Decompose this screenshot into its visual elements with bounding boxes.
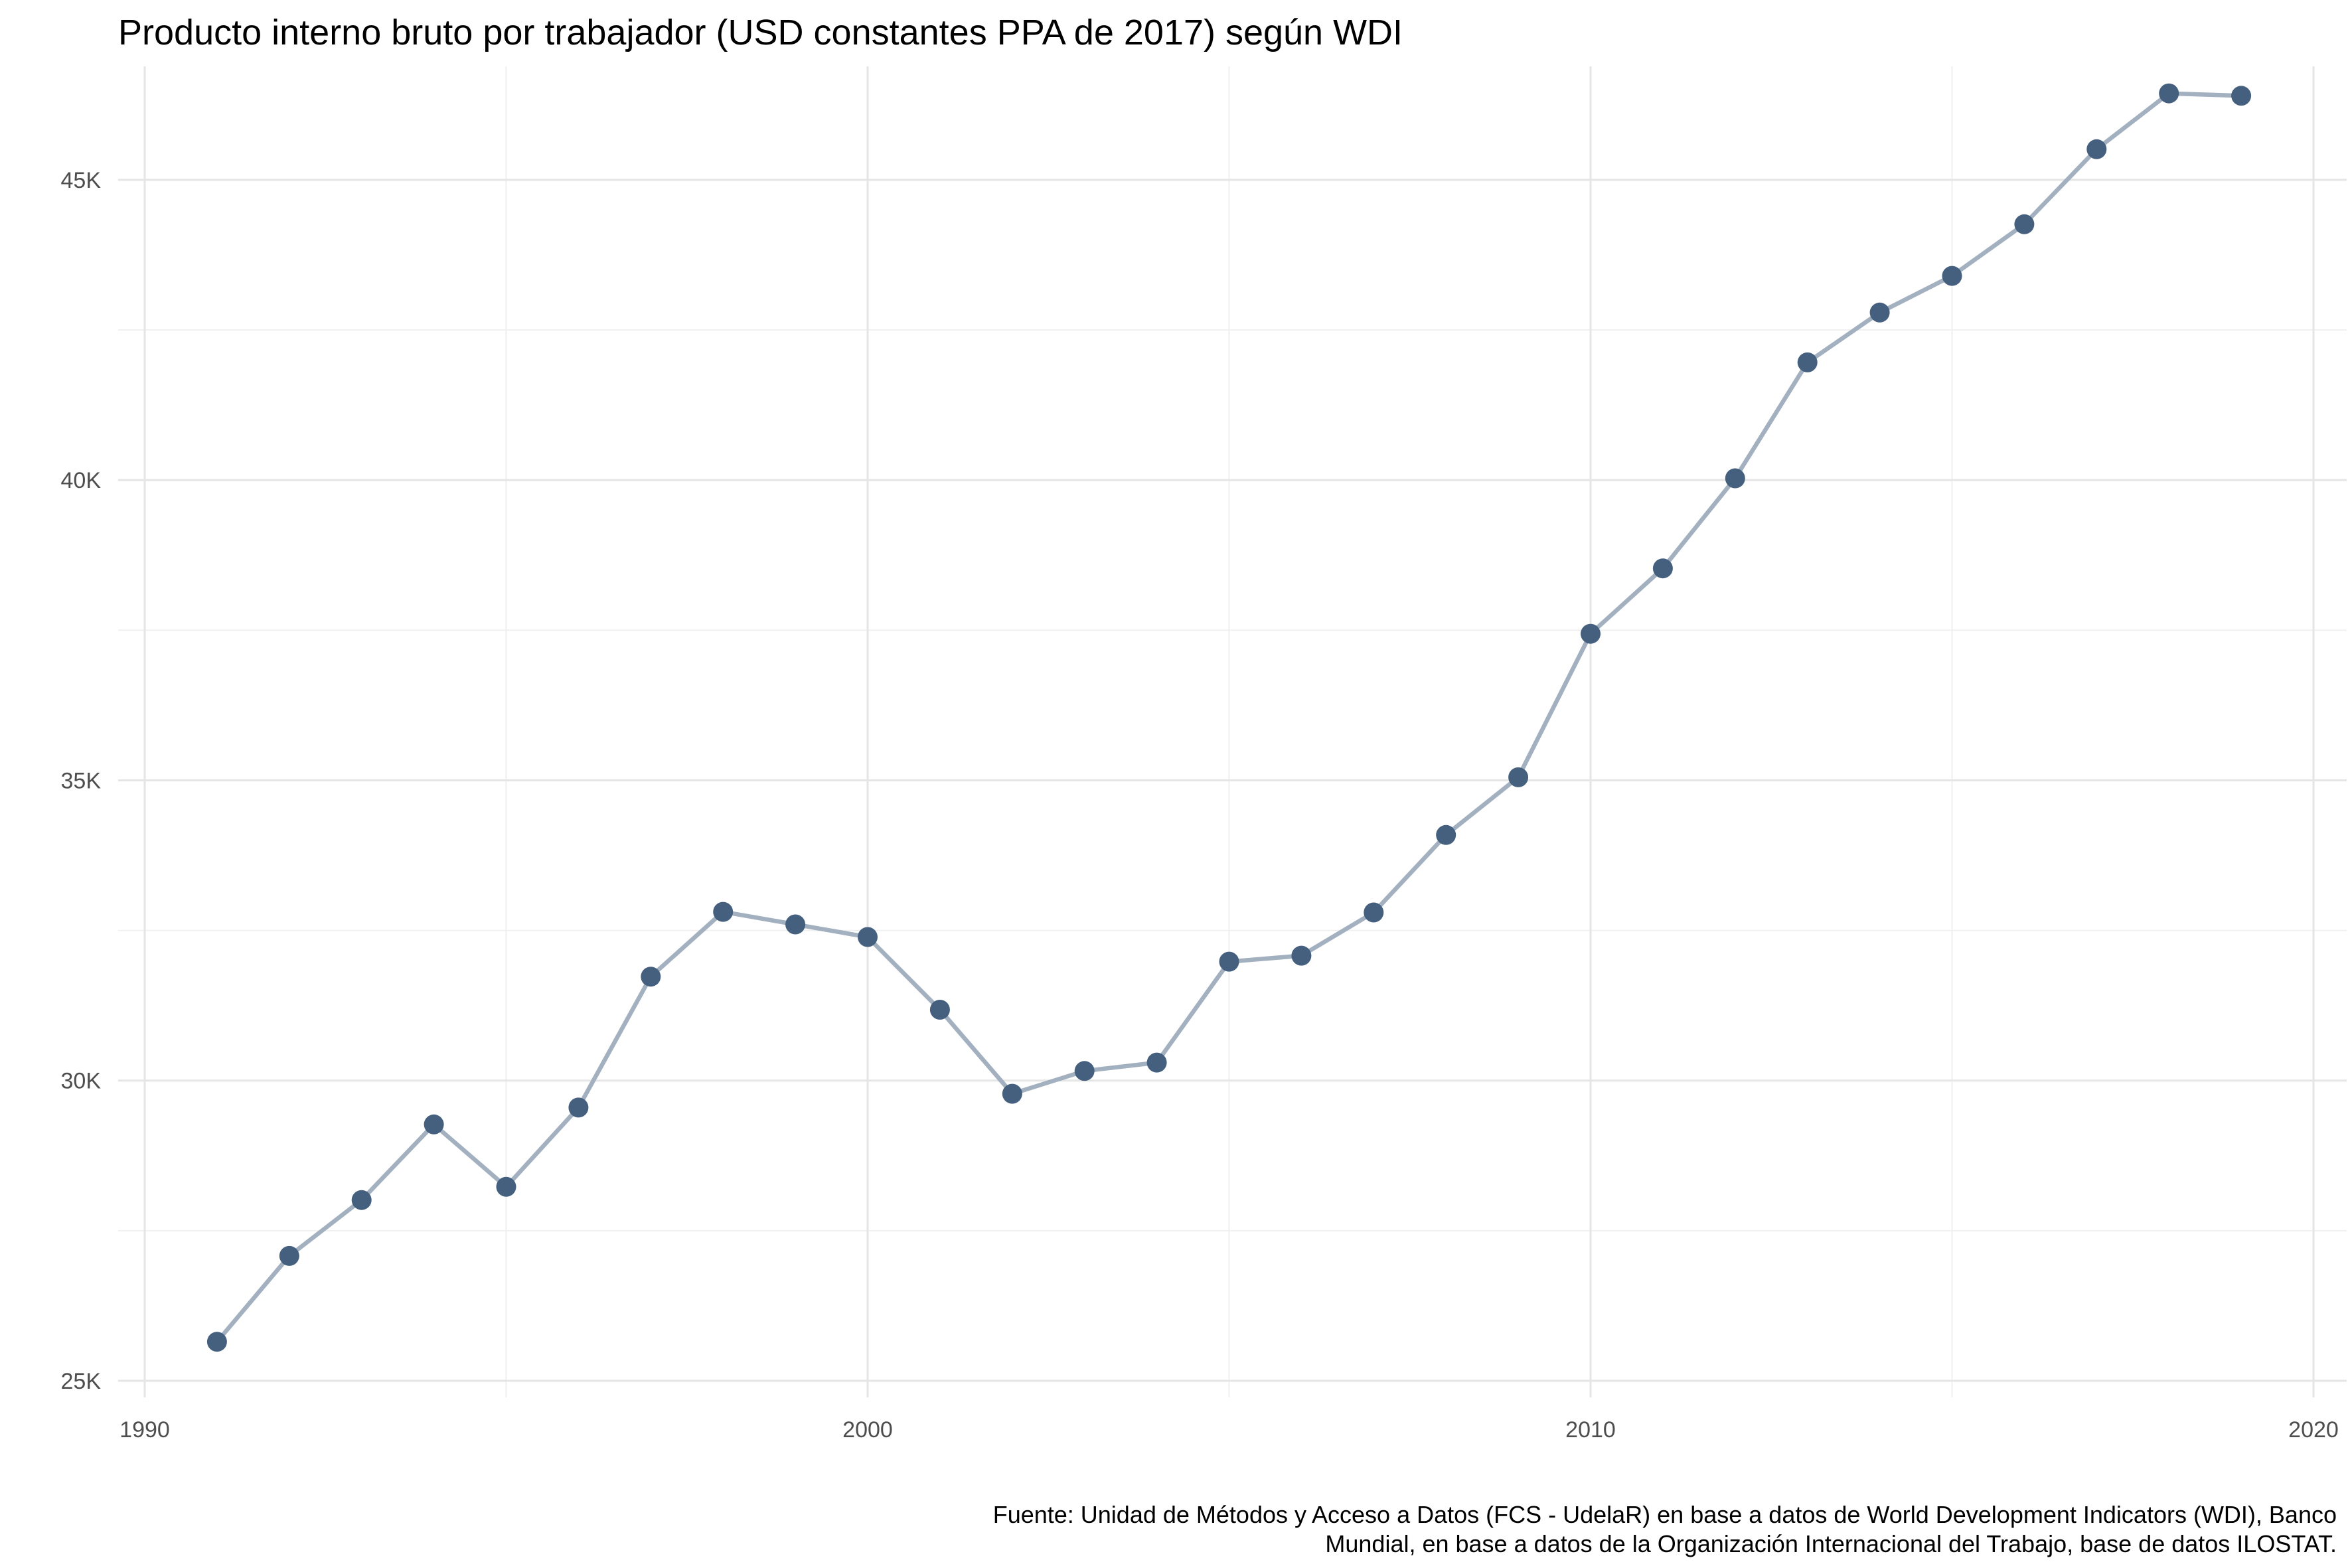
chart-title: Producto interno bruto por trabajador (U… bbox=[118, 13, 1403, 52]
x-tick-label: 1990 bbox=[119, 1417, 170, 1443]
data-point bbox=[1581, 623, 1601, 644]
data-point bbox=[568, 1097, 589, 1118]
data-point bbox=[279, 1245, 299, 1266]
x-tick-label: 2020 bbox=[2288, 1417, 2339, 1443]
data-point bbox=[1002, 1083, 1022, 1104]
y-tick-label: 25K bbox=[61, 1369, 102, 1394]
data-point bbox=[1797, 352, 1818, 372]
y-tick-label: 40K bbox=[61, 468, 102, 493]
data-point bbox=[1508, 767, 1529, 787]
caption-line-2: Mundial, en base a datos de la Organizac… bbox=[1325, 1530, 2337, 1557]
y-tick-label: 45K bbox=[61, 168, 102, 193]
data-point bbox=[1869, 302, 1890, 323]
data-point bbox=[1436, 824, 1456, 845]
caption-line-1: Fuente: Unidad de Métodos y Acceso a Dat… bbox=[993, 1501, 2337, 1528]
data-point bbox=[496, 1176, 516, 1197]
data-point bbox=[641, 967, 661, 987]
data-point bbox=[2159, 83, 2179, 104]
data-point bbox=[1074, 1061, 1095, 1081]
data-point bbox=[2231, 86, 2252, 106]
data-point bbox=[713, 902, 734, 922]
data-points bbox=[206, 83, 2252, 1352]
y-axis-tick-labels: 25K 30K 35K 40K 45K bbox=[61, 168, 102, 1394]
data-point bbox=[858, 927, 878, 947]
minor-gridlines bbox=[118, 66, 2347, 1397]
data-point bbox=[424, 1114, 444, 1135]
data-point bbox=[785, 914, 806, 935]
x-tick-label: 2010 bbox=[1565, 1417, 1616, 1443]
data-point bbox=[206, 1332, 227, 1352]
data-point bbox=[1146, 1052, 1167, 1073]
data-point bbox=[1219, 951, 1239, 972]
data-point bbox=[2086, 139, 2107, 159]
data-point bbox=[351, 1190, 372, 1210]
data-point bbox=[1652, 558, 1673, 579]
y-tick-label: 30K bbox=[61, 1069, 102, 1094]
x-tick-label: 2000 bbox=[842, 1417, 893, 1443]
y-tick-label: 35K bbox=[61, 768, 102, 793]
data-point bbox=[929, 1000, 950, 1020]
data-point bbox=[1364, 902, 1384, 923]
major-gridlines bbox=[118, 66, 2347, 1397]
x-axis-tick-labels: 1990 2000 2010 2020 bbox=[119, 1417, 2339, 1443]
data-point bbox=[1291, 945, 1312, 966]
data-point bbox=[1942, 266, 1962, 286]
data-point bbox=[2014, 214, 2035, 234]
data-point bbox=[1725, 468, 1745, 489]
